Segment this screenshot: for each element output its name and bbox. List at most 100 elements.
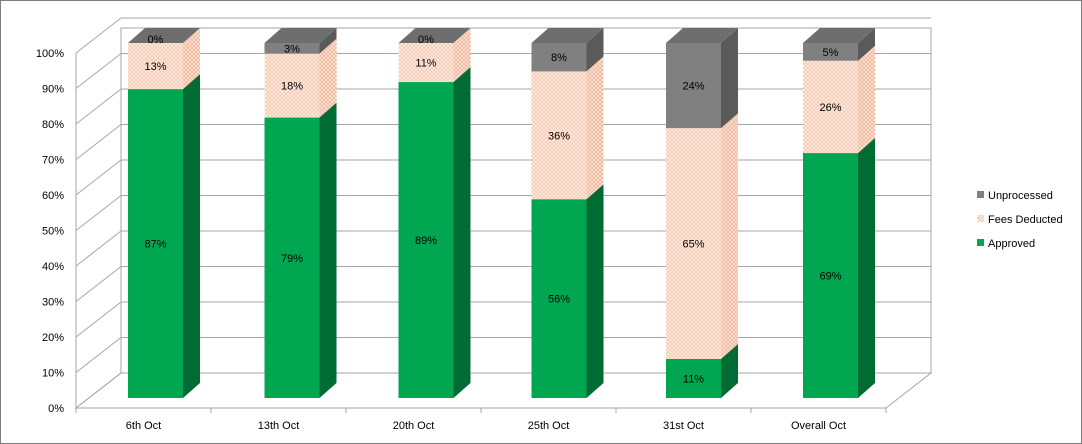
data-label: 0% — [148, 34, 164, 46]
data-label: 24% — [682, 81, 704, 93]
gridline-diagonal — [75, 230, 122, 267]
y-tick-label: 100% — [36, 48, 64, 60]
legend-swatch — [977, 239, 984, 246]
bar-top — [264, 28, 337, 43]
y-tick-label: 50% — [42, 226, 64, 238]
bar-top — [531, 28, 604, 43]
gridline-diagonal — [75, 159, 122, 196]
bar-segment-side — [586, 28, 604, 72]
legend-swatch — [977, 191, 984, 198]
bar-segment-side — [453, 28, 471, 83]
legend-swatch — [977, 215, 984, 222]
gridline-diagonal — [75, 337, 122, 373]
bar-segment — [531, 43, 587, 72]
gridline-diagonal — [75, 266, 122, 302]
chart-walls — [74, 27, 933, 409]
y-tick-label: 30% — [42, 297, 64, 309]
legend: Unprocessed Fees Deducted Approved — [977, 190, 1063, 250]
bar-segment-side — [858, 138, 875, 399]
data-labels: 87% 13% 0% 79% 18% 3% 89% 11% 0% 56% 36% 8% 11% 65% 24… — [144, 34, 841, 385]
data-label: 18% — [281, 81, 303, 93]
bar-segment — [531, 199, 587, 398]
y-tick-label: 60% — [42, 190, 64, 202]
bar-segment — [666, 358, 721, 398]
data-label: 69% — [819, 271, 841, 283]
bar-top — [398, 28, 471, 43]
gridline-diagonal — [75, 372, 122, 409]
gridline-diagonal — [75, 88, 122, 125]
legend-label: Approved — [988, 238, 1035, 250]
bar-segment-side — [586, 56, 604, 200]
bar-segment-side — [319, 38, 337, 118]
category-label: 25th Oct — [528, 420, 570, 432]
bar-segment-side — [721, 113, 738, 359]
bar-segment-side — [858, 28, 875, 61]
y-tick-label: 70% — [42, 155, 64, 167]
bar-segment — [666, 128, 721, 359]
data-label: 8% — [551, 52, 567, 64]
data-label: 11% — [415, 58, 436, 70]
bar-segment-side — [453, 67, 471, 399]
bar-segment — [128, 43, 183, 90]
data-label: 13% — [144, 61, 166, 73]
bars — [128, 28, 875, 399]
gridline-diagonal — [75, 124, 122, 160]
bar-segment-side — [319, 102, 337, 399]
bar-segment-side — [858, 45, 875, 154]
y-tick-label: 80% — [42, 119, 64, 131]
bar-segment-side — [586, 184, 604, 398]
x-axis-category-labels: 6th Oct 13th Oct 20th Oct 25th Oct 31st Oct O… — [75, 408, 887, 432]
bar-segment — [398, 43, 454, 83]
data-label: 3% — [284, 43, 300, 55]
bar-segment — [398, 82, 454, 399]
bar-top — [803, 28, 875, 43]
bar-segment-side — [183, 74, 200, 399]
bar-top — [666, 28, 738, 43]
floor — [74, 372, 933, 409]
data-label: 0% — [418, 34, 434, 46]
y-axis-tick-labels: 0% 10% 20% 30% 40% 50% 60% 70% 80% 90% 100% — [36, 48, 64, 415]
bar-segment — [264, 53, 320, 118]
category-label: 20th Oct — [393, 420, 435, 432]
bar-segment — [264, 43, 320, 54]
bar-segment — [803, 153, 858, 398]
gridlines — [75, 17, 931, 409]
legend-label: Fees Deducted — [988, 214, 1063, 226]
y-tick-label: 90% — [42, 84, 64, 96]
bar-segment — [531, 71, 587, 200]
y-tick-label: 20% — [42, 332, 64, 344]
gridline-diagonal — [75, 301, 122, 338]
data-label: 36% — [548, 130, 570, 142]
bar-segment-side — [319, 28, 337, 54]
data-label: 89% — [415, 235, 437, 247]
gridline-diagonal — [75, 53, 122, 89]
bar-top — [128, 28, 200, 43]
bar-segment — [264, 117, 320, 399]
bar-segment-side — [721, 343, 738, 398]
data-label: 79% — [281, 253, 303, 265]
y-tick-label: 10% — [42, 368, 64, 380]
gridline-diagonal — [75, 17, 122, 54]
category-label: 6th Oct — [126, 420, 161, 432]
legend-label: Unprocessed — [988, 190, 1053, 202]
bar-segment — [803, 60, 858, 154]
gridline-diagonal — [75, 195, 122, 231]
data-label: 11% — [683, 373, 704, 385]
data-label: 65% — [682, 239, 704, 251]
bar-segment-side — [721, 28, 738, 129]
data-label: 87% — [144, 239, 166, 251]
bar-segment — [666, 43, 721, 129]
data-label: 5% — [823, 47, 839, 59]
bar-segment — [803, 43, 858, 61]
data-label: 26% — [819, 102, 841, 114]
category-label: 13th Oct — [258, 420, 300, 432]
y-tick-label: 40% — [42, 261, 64, 273]
category-label: Overall Oct — [791, 420, 846, 432]
bar-segment-side — [183, 28, 200, 90]
data-label: 56% — [548, 294, 570, 306]
category-label: 31st Oct — [663, 420, 704, 432]
y-tick-label: 0% — [48, 403, 64, 415]
bar-segment — [128, 89, 183, 399]
